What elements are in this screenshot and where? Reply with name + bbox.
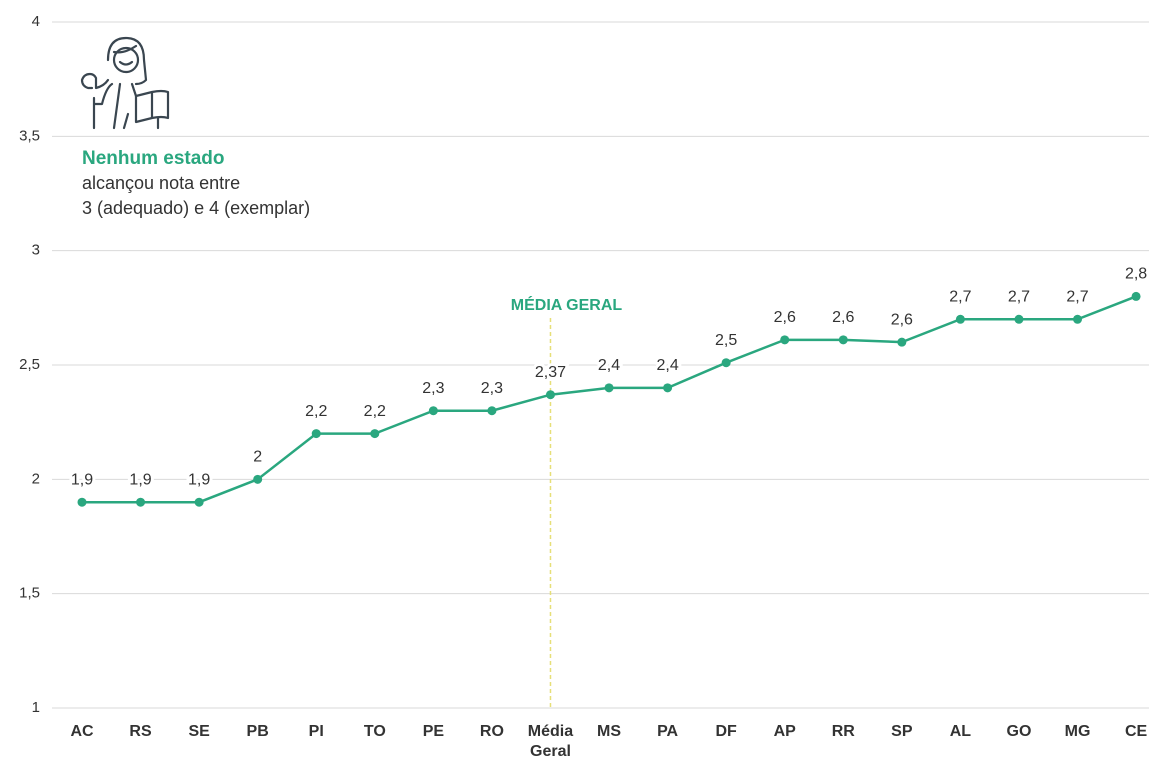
- data-label: 1,9: [188, 471, 210, 488]
- data-label: 2,4: [656, 357, 678, 374]
- data-label: 2,3: [481, 380, 503, 397]
- data-label: 1,9: [129, 471, 151, 488]
- x-tick-label: PB: [230, 722, 286, 742]
- data-label: 2,7: [1008, 288, 1030, 305]
- x-tick-label: PA: [640, 722, 696, 742]
- y-tick-label: 1,5: [19, 585, 40, 602]
- x-tick-label: PI: [288, 722, 344, 742]
- y-tick-label: 3,5: [19, 127, 40, 144]
- point: [1073, 315, 1082, 324]
- point: [253, 475, 262, 484]
- data-label: 2,37: [535, 364, 566, 381]
- point: [136, 498, 145, 507]
- data-label: 2: [253, 449, 262, 466]
- data-label: 2,7: [1066, 288, 1088, 305]
- data-label: 2,8: [1125, 266, 1147, 283]
- data-label: 2,6: [832, 309, 854, 326]
- y-tick-label: 4: [32, 13, 40, 30]
- y-tick-label: 1: [32, 699, 40, 716]
- chart: 1 1,5 2 2,5 3 3,5 4 MÉDIA GERAL 1,9 1,9 1,9 2 2,2 2,2…: [0, 0, 1149, 762]
- point: [312, 429, 321, 438]
- x-tick-label: RR: [815, 722, 871, 742]
- data-label: 2,3: [422, 380, 444, 397]
- reference-label: MÉDIA GERAL: [511, 295, 623, 314]
- y-tick-label: 2: [32, 470, 40, 487]
- data-label: 2,2: [364, 403, 386, 420]
- x-tick-label: SE: [171, 722, 227, 742]
- x-tick-label: MS: [581, 722, 637, 742]
- note: Nenhum estado alcançou nota entre 3 (ade…: [82, 146, 310, 221]
- line: [82, 296, 1136, 502]
- x-tick-label: RS: [113, 722, 169, 742]
- point: [722, 358, 731, 367]
- data-label: 2,4: [598, 357, 620, 374]
- data-label: 2,6: [891, 311, 913, 328]
- note-line: 3 (adequado) e 4 (exemplar): [82, 196, 310, 221]
- data-label: 2,5: [715, 332, 737, 349]
- x-tick-label: CE: [1108, 722, 1149, 742]
- data-label: 2,6: [774, 309, 796, 326]
- point: [546, 390, 555, 399]
- point: [839, 335, 848, 344]
- point: [605, 383, 614, 392]
- point: [956, 315, 965, 324]
- x-tick-label: Média Geral: [522, 722, 578, 762]
- x-tick-label: AP: [757, 722, 813, 742]
- data-label: 2,7: [949, 288, 971, 305]
- data-label: 1,9: [71, 471, 93, 488]
- icon: [82, 38, 168, 128]
- note-title: Nenhum estado: [82, 146, 310, 171]
- note-line: alcançou nota entre: [82, 171, 310, 196]
- point: [487, 406, 496, 415]
- x-tick-label: AL: [932, 722, 988, 742]
- x-tick-label: MG: [1050, 722, 1106, 742]
- data-label: 2,2: [305, 403, 327, 420]
- x-tick-label: SP: [874, 722, 930, 742]
- point: [780, 335, 789, 344]
- point: [195, 498, 204, 507]
- x-tick-label: GO: [991, 722, 1047, 742]
- x-tick-label: AC: [54, 722, 110, 742]
- point: [78, 498, 87, 507]
- point: [1014, 315, 1023, 324]
- x-tick-label: TO: [347, 722, 403, 742]
- point: [429, 406, 438, 415]
- x-tick-label: RO: [464, 722, 520, 742]
- point: [897, 338, 906, 347]
- point: [663, 383, 672, 392]
- x-tick-label: DF: [698, 722, 754, 742]
- point: [370, 429, 379, 438]
- page: 1 1,5 2 2,5 3 3,5 4 MÉDIA GERAL 1,9 1,9 1,9 2 2,2 2,2…: [0, 0, 1149, 762]
- y-tick-label: 2,5: [19, 356, 40, 373]
- y-tick-label: 3: [32, 242, 40, 259]
- x-tick-label: PE: [405, 722, 461, 742]
- point: [1132, 292, 1141, 301]
